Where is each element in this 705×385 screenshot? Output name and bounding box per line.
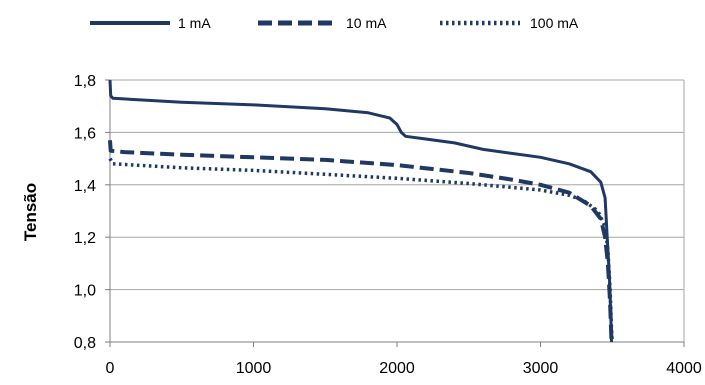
y-tick-label: 1,8 bbox=[74, 73, 96, 90]
x-tick-label: 1000 bbox=[236, 360, 272, 377]
x-tick-label: 0 bbox=[106, 360, 115, 377]
series-line-1-ma bbox=[108, 79, 613, 343]
x-tick-label: 4000 bbox=[666, 360, 702, 377]
y-tick-label: 1,6 bbox=[74, 125, 96, 142]
gridlines bbox=[110, 79, 685, 342]
axes bbox=[105, 79, 685, 347]
y-tick-label: 1,4 bbox=[74, 178, 96, 195]
legend: 1 mA 10 mA 100 mA bbox=[90, 15, 579, 31]
y-tick-label: 1,0 bbox=[74, 283, 96, 300]
y-tick-label: 0,8 bbox=[74, 335, 96, 352]
series-line-10-ma bbox=[108, 140, 614, 343]
series-line-100-ma bbox=[108, 157, 615, 343]
legend-label: 10 mA bbox=[346, 15, 387, 31]
x-tick-labels: 0 1000 2000 3000 4000 bbox=[106, 360, 702, 377]
x-tick-label: 3000 bbox=[523, 360, 559, 377]
y-tick-label: 1,2 bbox=[74, 230, 96, 247]
legend-label: 100 mA bbox=[530, 15, 579, 31]
x-tick-label: 2000 bbox=[379, 360, 415, 377]
legend-label: 1 mA bbox=[178, 15, 211, 31]
series-lines bbox=[108, 79, 615, 343]
y-axis-label: Tensão bbox=[21, 183, 40, 241]
y-tick-labels: 0,8 1,0 1,2 1,4 1,6 1,8 bbox=[74, 73, 96, 352]
